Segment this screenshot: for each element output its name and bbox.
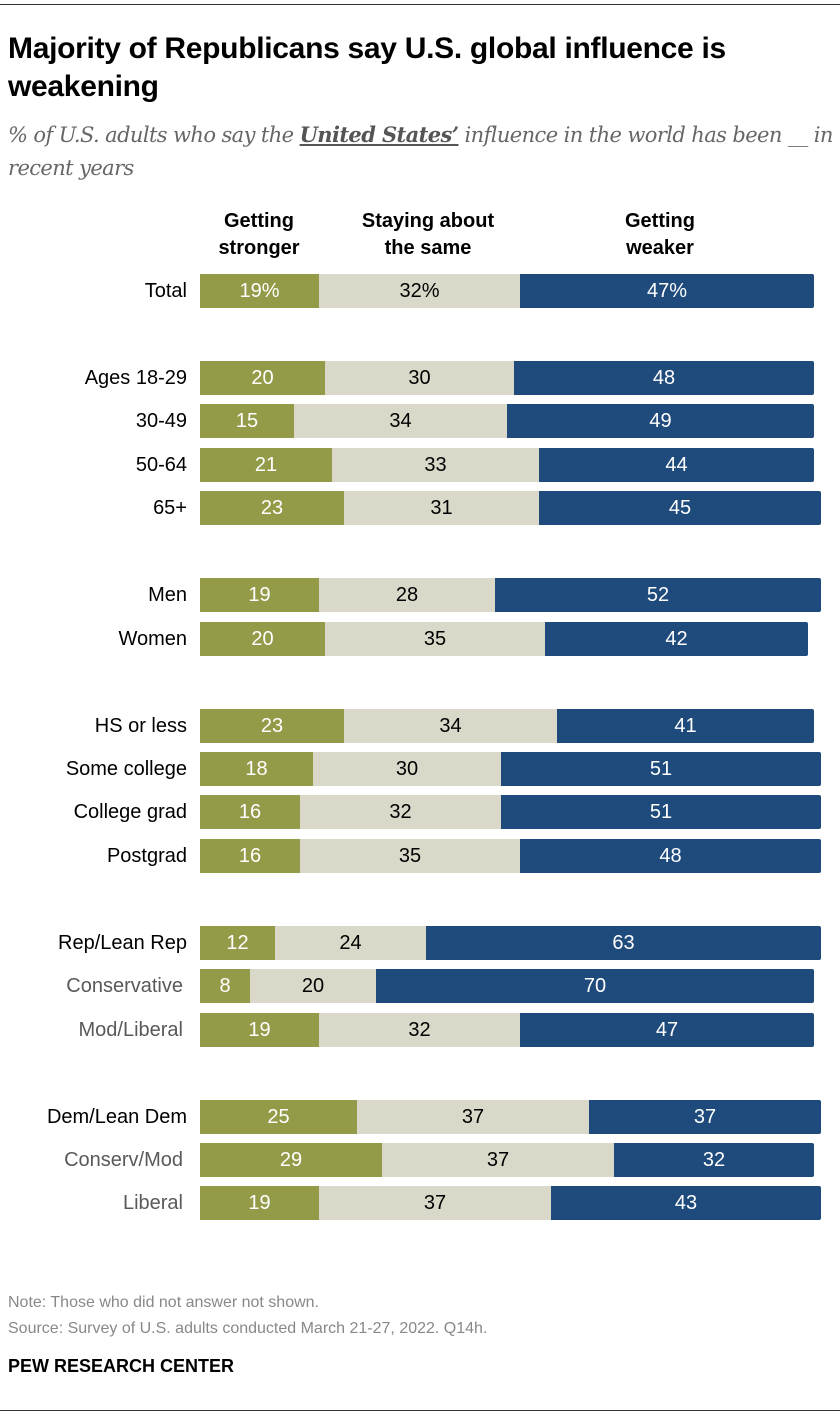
bar-segment-stronger: 16 — [200, 795, 300, 829]
bar-segment-weaker: 41 — [557, 709, 814, 743]
bar-segment-weaker: 45 — [539, 491, 821, 525]
bar-segment-weaker: 37 — [589, 1100, 821, 1134]
bar-segment-weaker: 47 — [520, 1013, 814, 1047]
bar-segment-stronger: 23 — [200, 491, 344, 525]
bar-segment-stronger: 21 — [200, 448, 332, 482]
bar-segment-same: 34 — [344, 709, 557, 743]
row-label: College grad — [73, 801, 187, 823]
bar-segment-stronger: 19 — [200, 1013, 319, 1047]
bar-segment-weaker: 48 — [520, 839, 821, 873]
bottom-rule — [0, 1410, 840, 1411]
bar-segment-weaker: 51 — [501, 795, 821, 829]
bar-segment-stronger: 19 — [200, 1186, 319, 1220]
pew-logo-text: PEW RESEARCH CENTER — [8, 1356, 235, 1376]
top-rule — [0, 4, 840, 5]
bar-segment-stronger: 16 — [200, 839, 300, 873]
row-label: Dem/Lean Dem — [46, 1106, 187, 1128]
bar-segment-same: 32 — [319, 1013, 520, 1047]
bar-segment-weaker: 43 — [551, 1186, 821, 1220]
bar-segment-stronger: 20 — [200, 622, 325, 656]
bar-segment-weaker: 47% — [520, 274, 814, 308]
legend-getting-weaker: Getting weaker — [625, 210, 695, 259]
row-label: HS or less — [94, 715, 187, 737]
subtitle-pre: % of U.S. adults who say the — [8, 123, 300, 147]
bar-segment-stronger: 8 — [200, 969, 250, 1003]
chart-subtitle: % of U.S. adults who say the United Stat… — [8, 118, 838, 185]
bar-segment-same: 35 — [300, 839, 520, 873]
bar-segment-weaker: 42 — [545, 622, 808, 656]
bar-segment-stronger: 12 — [200, 926, 275, 960]
row-label: Liberal — [122, 1192, 183, 1214]
bar-segment-same: 24 — [275, 926, 426, 960]
bar-segment-weaker: 52 — [495, 578, 821, 612]
bar-segment-same: 35 — [325, 622, 545, 656]
row-label: Conserv/Mod — [64, 1149, 183, 1171]
bar-segment-same: 32% — [319, 274, 520, 308]
row-label: Women — [118, 628, 187, 650]
bar-segment-stronger: 25 — [200, 1100, 357, 1134]
bar-segment-same: 37 — [357, 1100, 589, 1134]
source: Source: Survey of U.S. adults conducted … — [8, 1320, 488, 1337]
bar-segment-same: 37 — [382, 1143, 614, 1177]
bar-segment-stronger: 20 — [200, 361, 325, 395]
row-label: Ages 18-29 — [84, 367, 187, 389]
bar-segment-same: 31 — [344, 491, 539, 525]
row-label: Mod/Liberal — [78, 1019, 183, 1041]
bar-segment-same: 20 — [250, 969, 376, 1003]
bar-segment-stronger: 19% — [200, 274, 319, 308]
row-label: 30-49 — [135, 410, 187, 432]
bar-segment-weaker: 44 — [539, 448, 814, 482]
bar-segment-weaker: 49 — [507, 404, 814, 438]
bar-segment-stronger: 29 — [200, 1143, 382, 1177]
bar-segment-stronger: 19 — [200, 578, 319, 612]
bar-segment-weaker: 63 — [426, 926, 821, 960]
bar-segment-stronger: 18 — [200, 752, 313, 786]
row-label: 50-64 — [135, 454, 187, 476]
bar-segment-stronger: 15 — [200, 404, 294, 438]
bar-segment-same: 30 — [325, 361, 514, 395]
bar-segment-same: 28 — [319, 578, 495, 612]
chart-title: Majority of Republicans say U.S. global … — [8, 32, 726, 103]
row-label: Conservative — [66, 975, 183, 997]
legend-getting-stronger: Getting stronger — [218, 210, 300, 259]
bar-segment-weaker: 51 — [501, 752, 821, 786]
legend-staying-same: Staying about the same — [361, 210, 495, 259]
subtitle-post: influence in the world has been __ in re… — [8, 123, 833, 180]
bar-segment-same: 33 — [332, 448, 539, 482]
row-label: 65+ — [153, 497, 187, 519]
subtitle-emphasis: United States’ — [299, 122, 459, 147]
bar-segment-weaker: 70 — [376, 969, 814, 1003]
row-label: Rep/Lean Rep — [58, 932, 187, 954]
row-label: Postgrad — [106, 845, 187, 867]
note: Note: Those who did not answer not shown… — [8, 1294, 319, 1311]
bar-segment-stronger: 23 — [200, 709, 344, 743]
bar-segment-weaker: 32 — [614, 1143, 814, 1177]
bar-segment-weaker: 48 — [514, 361, 814, 395]
bar-segment-same: 37 — [319, 1186, 551, 1220]
row-label: Some college — [65, 758, 187, 780]
row-label: Men — [148, 584, 187, 606]
bar-segment-same: 32 — [300, 795, 501, 829]
bar-segment-same: 30 — [313, 752, 501, 786]
row-label: Total — [144, 280, 187, 302]
bar-segment-same: 34 — [294, 404, 507, 438]
